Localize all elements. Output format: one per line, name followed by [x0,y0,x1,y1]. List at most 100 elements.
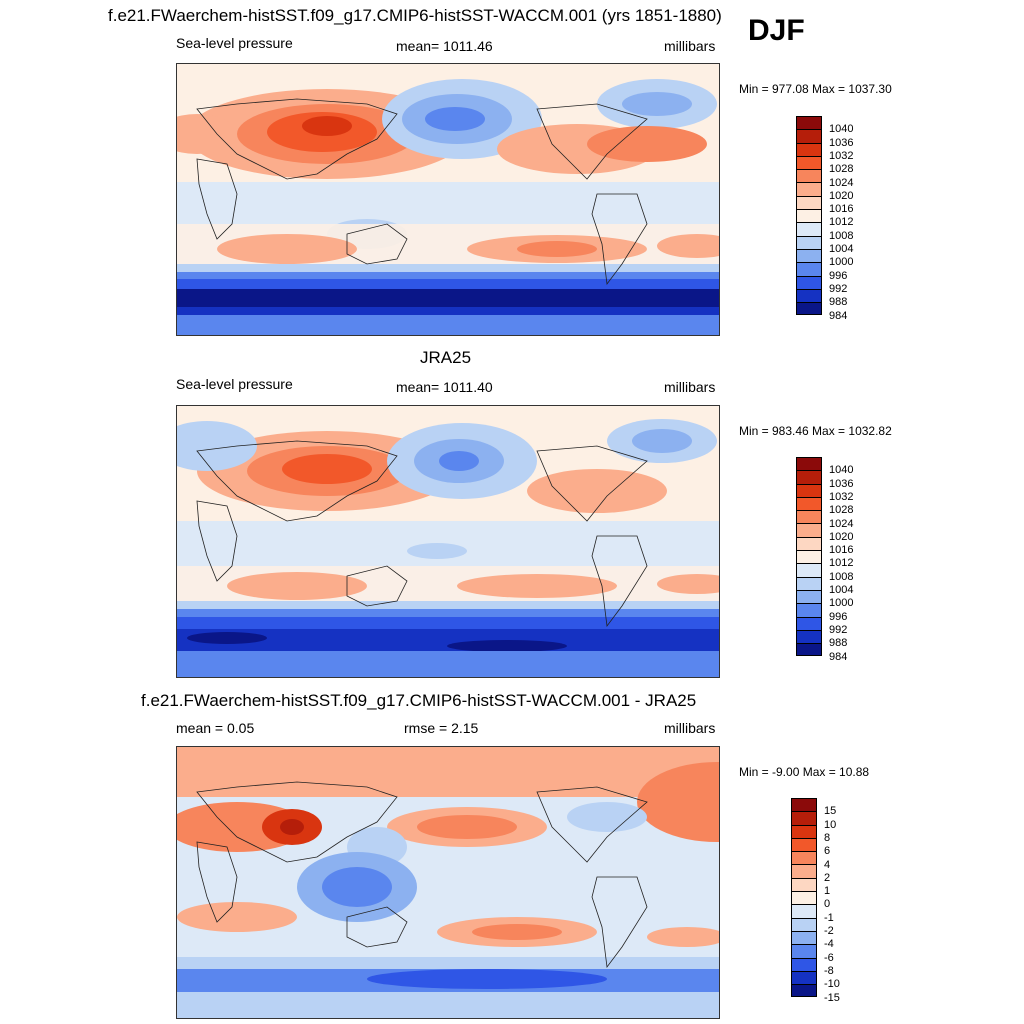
panel3-map-svg [177,747,719,1018]
colorbar-label: 1032 [829,490,854,503]
colorbar-label: 988 [829,296,848,309]
colorbar-label: 1 [824,885,831,898]
colorbar-label: 996 [829,610,848,623]
figure-title: f.e21.FWaerchem-histSST.f09_g17.CMIP6-hi… [108,6,722,25]
colorbar-label: 1012 [829,216,854,229]
colorbar-label: 4 [824,858,831,871]
panel3-minmax: Min = -9.00 Max = 10.88 [739,765,870,779]
colorbar-label: 984 [829,309,848,322]
colorbar-swatch [796,155,822,170]
colorbar-swatch [796,209,822,223]
panel3-right-label: millibars [664,720,716,736]
colorbar-swatch [796,182,822,196]
panel2-colorbar [796,457,822,657]
panel2-right-label: millibars [664,379,716,395]
colorbar-swatch [796,235,822,249]
colorbar-swatch [796,288,822,303]
panel3-title: f.e21.FWaerchem-histSST.f09_g17.CMIP6-hi… [141,691,697,710]
colorbar-swatch [791,824,817,838]
colorbar-swatch [796,510,822,524]
panel3-map [176,746,720,1019]
panel3-colorbar [791,798,817,998]
colorbar-swatch [796,550,822,564]
colorbar-swatch [796,629,822,644]
colorbar-swatch [791,917,817,931]
colorbar-label: -1 [824,911,834,924]
colorbar-swatch [791,957,817,971]
colorbar-label: 1016 [829,203,854,216]
colorbar-swatch [796,195,822,210]
colorbar-label: 996 [829,269,848,282]
colorbar-label: 1004 [829,243,854,255]
colorbar-swatch [796,457,822,471]
colorbar-label: 1032 [829,149,854,162]
panel1-map-svg [177,64,719,335]
colorbar-label: 10 [824,818,837,831]
colorbar-swatch [791,930,817,945]
colorbar-label: -6 [824,951,834,964]
colorbar-label: 1028 [829,504,854,517]
panel2-title: JRA25 [420,348,472,367]
colorbar-swatch [791,811,817,825]
colorbar-swatch [796,470,822,484]
colorbar-swatch [791,904,817,918]
colorbar-label: 1036 [829,136,854,149]
colorbar-swatch [796,589,822,604]
colorbar-label: 0 [824,898,831,911]
colorbar-swatch [796,129,822,143]
panel1-center-label: mean= 1011.46 [396,38,493,54]
panel3-center-label: rmse = 2.15 [404,720,479,736]
panel1-minmax: Min = 977.08 Max = 1037.30 [739,82,892,96]
panel2-map [176,405,720,678]
colorbar-label: 8 [824,831,831,844]
panel1-colorbar [796,116,822,316]
colorbar-label: 1012 [829,557,854,570]
colorbar-swatch [791,851,817,865]
colorbar-swatch [796,643,822,657]
season-label: DJF [748,14,805,47]
colorbar-swatch [796,222,822,236]
colorbar-swatch [796,616,822,630]
colorbar-label: 992 [829,623,848,636]
panel1-map [176,63,720,336]
panel2-center-label: mean= 1011.40 [396,379,493,395]
colorbar-label: -2 [824,925,834,937]
colorbar-label: 1000 [829,256,854,269]
colorbar-swatch [796,142,822,156]
panel1-left-label: Sea-level pressure [176,35,293,51]
panel3-left-label: mean = 0.05 [176,720,255,736]
panel2-map-svg [177,406,719,677]
colorbar-label: 1000 [829,597,854,610]
colorbar-swatch [796,116,822,130]
colorbar-label: 6 [824,845,831,858]
colorbar-swatch [791,837,817,852]
colorbar-label: 1020 [829,189,854,202]
colorbar-swatch [791,970,817,985]
colorbar-swatch [791,944,817,958]
colorbar-label: 1036 [829,477,854,490]
colorbar-label: 992 [829,282,848,295]
colorbar-label: 1008 [829,229,854,242]
colorbar-label: 2 [824,871,831,884]
colorbar-label: 1008 [829,570,854,583]
colorbar-label: 1028 [829,163,854,176]
colorbar-swatch [796,169,822,183]
colorbar-swatch [791,864,817,878]
colorbar-swatch [796,496,822,511]
colorbar-label: 1040 [829,464,854,477]
colorbar-label: -4 [824,938,834,951]
colorbar-swatch [796,563,822,577]
colorbar-swatch [796,576,822,590]
colorbar-swatch [791,984,817,998]
colorbar-label: -15 [824,991,840,1004]
colorbar-label: 1040 [829,123,854,136]
colorbar-label: 1020 [829,530,854,543]
colorbar-swatch [796,603,822,617]
colorbar-label: 15 [824,805,837,818]
colorbar-label: 984 [829,650,848,663]
panel2-left-label: Sea-level pressure [176,376,293,392]
colorbar-swatch [796,483,822,497]
colorbar-label: 1004 [829,584,854,596]
colorbar-label: 988 [829,637,848,650]
panel1-right-label: millibars [664,38,716,54]
